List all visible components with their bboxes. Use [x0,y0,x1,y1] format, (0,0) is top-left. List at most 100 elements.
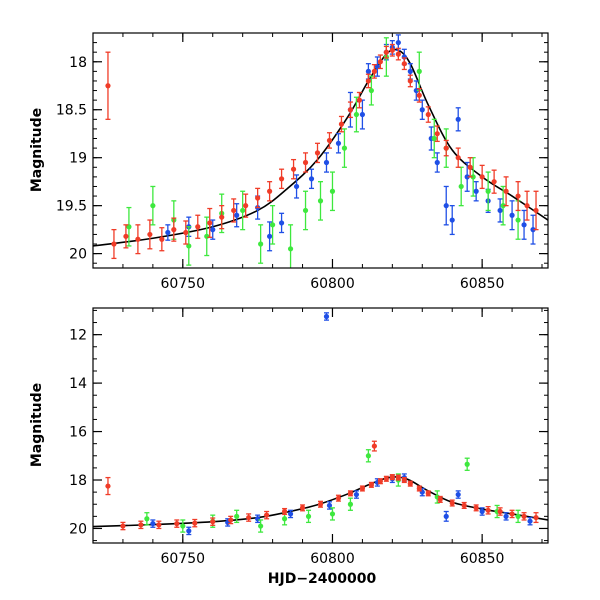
data-marker [509,511,515,517]
data-marker [281,516,288,522]
data-marker [470,174,476,180]
data-marker [419,107,425,113]
bottom-data-point [228,515,234,525]
data-marker [359,111,366,118]
top-data-point [255,187,261,209]
bottom-data-point [317,500,324,508]
data-marker [464,461,470,467]
data-marker [449,217,455,223]
top-data-point [395,47,401,61]
top-data-point [323,152,330,173]
top-data-point [195,214,201,239]
data-marker [353,491,360,498]
data-marker [258,523,264,529]
data-marker [180,523,186,529]
data-marker [278,220,285,226]
top-data-point [368,75,374,106]
bottom-data-point [407,480,413,487]
top-data-point [231,198,237,223]
top-data-point [171,217,177,242]
data-marker [326,502,333,509]
bottom-data-point [461,501,467,510]
data-marker [195,224,201,230]
data-marker [524,203,530,209]
bottom-data-point [425,490,431,497]
data-marker [234,212,240,218]
top-data-point [449,205,455,236]
data-marker [183,229,189,236]
top-panel: Magnitude 60750 60800 60850 18 18.5 19 19.5 20 [29,32,549,292]
data-marker [491,179,497,185]
top-data-point [335,133,342,154]
bottom-data-point [455,490,461,499]
bottom-data-point [347,497,354,511]
bottom-data-point [434,490,440,504]
bottom-y-axis-label: Magnitude [29,383,45,467]
top-data-point [479,164,485,190]
top-y-tick-label: 18.5 [56,103,87,119]
top-data-point [341,128,348,168]
top-data-point [401,57,407,71]
top-data-point [497,198,503,223]
bottom-series-0 [150,312,533,536]
data-marker [234,513,240,519]
data-marker [231,207,237,214]
top-data-point [258,224,264,264]
bottom-y-tick-label: 18 [69,473,87,489]
top-data-point [290,158,297,180]
bottom-data-point [246,513,252,522]
data-marker [515,513,521,519]
bottom-data-point [138,520,144,530]
bottom-data-point [287,509,294,519]
top-plot-area [93,34,548,268]
bottom-x-tick-label: 60800 [310,551,355,567]
bottom-data-point [503,512,509,521]
data-marker [521,513,527,519]
top-data-point [524,190,530,221]
data-marker [455,116,461,122]
data-marker [479,174,485,180]
bottom-data-point [329,507,336,521]
data-marker [341,145,348,151]
bottom-data-point [150,519,156,528]
top-data-point [147,219,153,250]
data-marker [165,229,171,236]
bottom-data-point [335,494,342,502]
top-data-point [443,139,449,157]
data-marker [365,78,371,84]
bottom-plot-area [93,312,548,536]
data-marker [347,107,354,113]
top-data-point [491,169,497,194]
bottom-data-point [353,490,360,499]
data-marker [473,188,479,194]
top-data-point [434,152,440,173]
bottom-data-point [299,504,306,512]
data-marker [473,505,479,511]
top-data-point [353,96,360,133]
top-data-point [458,166,464,207]
data-marker [449,500,455,506]
data-marker [503,188,509,194]
data-marker [278,176,285,182]
top-data-point [347,101,354,119]
data-marker [416,92,422,98]
bottom-data-point [509,509,515,519]
top-data-point [326,132,333,149]
bottom-data-point [180,519,186,533]
data-marker [389,47,395,53]
bottom-y-tick-label: 16 [69,425,87,441]
top-series-2 [105,43,539,260]
data-marker [395,474,401,481]
data-marker [186,528,192,534]
data-marker [290,166,297,172]
bottom-data-point [192,518,198,528]
bottom-y-tick-label: 14 [69,376,87,392]
data-marker [461,502,467,509]
bottom-data-point [383,475,389,482]
top-data-point [443,185,449,226]
top-data-point [123,224,129,249]
bottom-data-point [389,474,395,481]
data-marker [368,87,374,94]
top-data-point [416,87,422,103]
top-data-point [515,181,521,212]
